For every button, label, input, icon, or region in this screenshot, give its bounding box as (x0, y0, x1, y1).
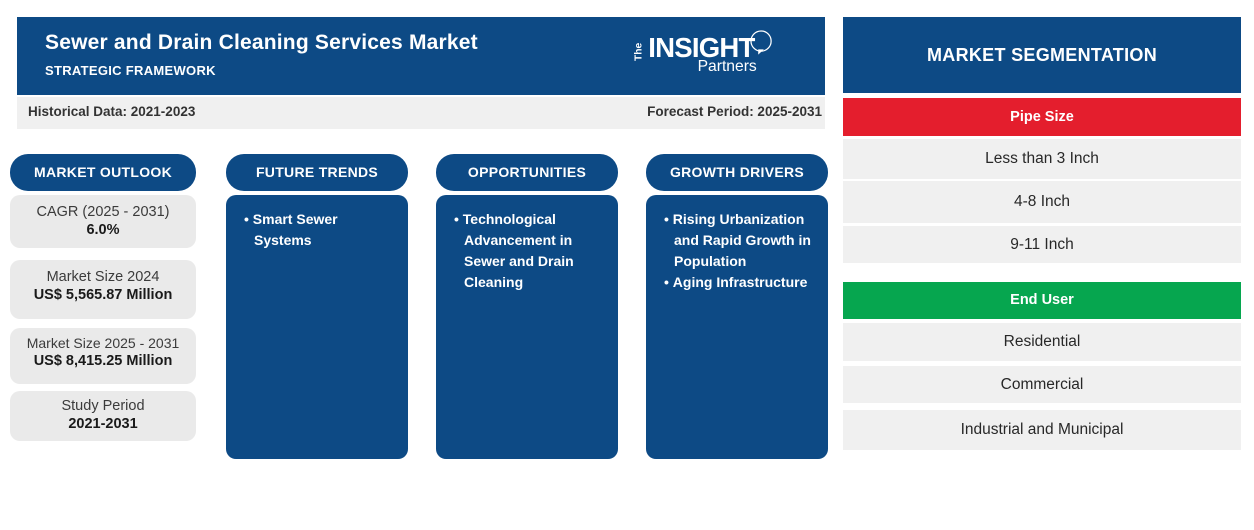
svg-text:Partners: Partners (698, 58, 757, 75)
svg-text:The: The (634, 43, 645, 62)
